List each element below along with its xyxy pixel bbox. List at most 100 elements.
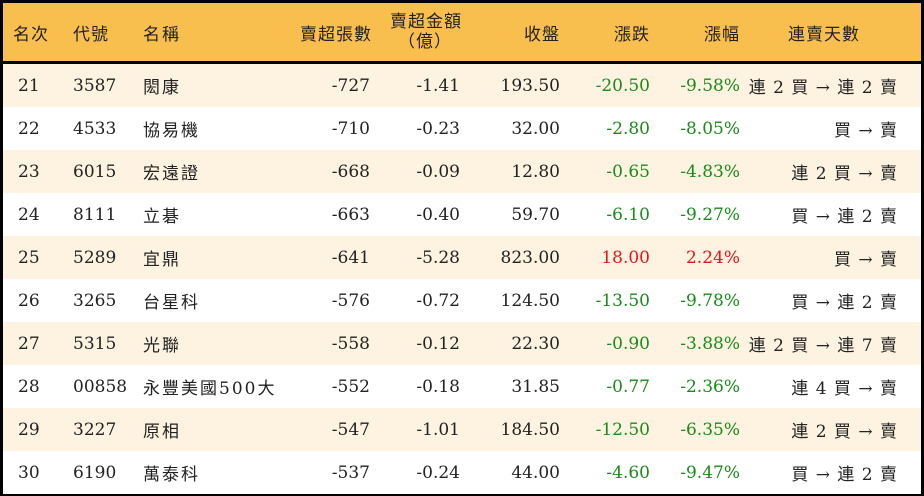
- cell-sell-streak: 連 2 買 → 賣: [791, 422, 898, 442]
- cell-name: 協易機: [143, 121, 200, 141]
- cell-sell-streak: 買 → 賣: [833, 121, 898, 141]
- cell-net-sell-amount: -0.12: [416, 333, 460, 354]
- header-name[interactable]: 名稱: [143, 24, 181, 45]
- header-sell-streak[interactable]: 連賣天數: [788, 24, 860, 45]
- cell-code: 00858: [73, 376, 128, 397]
- cell-change: -12.50: [595, 419, 650, 440]
- header-code[interactable]: 代號: [73, 24, 109, 45]
- cell-code: 5289: [73, 247, 117, 268]
- cell-rank: 30: [18, 462, 40, 483]
- cell-net-sell-amount: -0.09: [416, 161, 460, 182]
- cell-name: 立碁: [143, 207, 181, 227]
- cell-code: 3227: [73, 419, 117, 440]
- cell-name: 宏遠證: [143, 164, 200, 184]
- cell-change-pct: -6.35%: [680, 419, 740, 440]
- cell-close: 184.50: [500, 419, 560, 440]
- table-row[interactable]: 26 3265 台星科 -576 -0.72 124.50 -13.50 -9.…: [3, 279, 921, 322]
- cell-change: -20.50: [595, 75, 650, 96]
- cell-change-pct: -9.27%: [680, 204, 740, 225]
- cell-change-pct: -8.05%: [680, 118, 740, 139]
- table-row[interactable]: 29 3227 原相 -547 -1.01 184.50 -12.50 -6.3…: [3, 408, 921, 451]
- cell-rank: 24: [18, 204, 40, 225]
- cell-close: 44.00: [511, 462, 560, 483]
- cell-rank: 22: [18, 118, 40, 139]
- cell-close: 193.50: [500, 75, 560, 96]
- cell-sell-streak: 買 → 賣: [833, 250, 898, 270]
- cell-net-sell-volume: -576: [331, 290, 370, 311]
- cell-rank: 28: [18, 376, 40, 397]
- header-net-sell-amount-line1: 賣超金額: [390, 12, 462, 32]
- table-body: 21 3587 閎康 -727 -1.41 193.50 -20.50 -9.5…: [3, 64, 921, 494]
- table-header: 名次 代號 名稱 賣超張數 賣超金額 （億） 收盤 漲跌 漲幅 連賣天數: [3, 3, 921, 64]
- cell-sell-streak: 連 2 買 → 連 2 賣: [748, 78, 898, 98]
- cell-close: 124.50: [500, 290, 560, 311]
- table-row[interactable]: 27 5315 光聯 -558 -0.12 22.30 -0.90 -3.88%…: [3, 322, 921, 365]
- cell-close: 59.70: [511, 204, 560, 225]
- cell-rank: 23: [18, 161, 40, 182]
- table-row[interactable]: 23 6015 宏遠證 -668 -0.09 12.80 -0.65 -4.83…: [3, 150, 921, 193]
- table-row[interactable]: 22 4533 協易機 -710 -0.23 32.00 -2.80 -8.05…: [3, 107, 921, 150]
- header-change-pct[interactable]: 漲幅: [704, 24, 740, 45]
- cell-rank: 25: [18, 247, 40, 268]
- cell-net-sell-amount: -0.72: [416, 290, 460, 311]
- cell-close: 12.80: [511, 161, 560, 182]
- cell-net-sell-volume: -537: [331, 462, 370, 483]
- cell-change: -0.77: [606, 376, 650, 397]
- cell-name: 閎康: [143, 78, 181, 98]
- cell-sell-streak: 連 2 買 → 連 7 賣: [748, 336, 898, 356]
- cell-rank: 26: [18, 290, 40, 311]
- cell-code: 4533: [73, 118, 117, 139]
- cell-change-pct: -2.36%: [680, 376, 740, 397]
- cell-close: 31.85: [511, 376, 560, 397]
- cell-net-sell-amount: -0.18: [416, 376, 460, 397]
- cell-name: 台星科: [143, 293, 200, 313]
- cell-change: 18.00: [601, 247, 650, 268]
- cell-sell-streak: 買 → 連 2 賣: [791, 293, 898, 313]
- table-row[interactable]: 21 3587 閎康 -727 -1.41 193.50 -20.50 -9.5…: [3, 64, 921, 107]
- cell-code: 6015: [73, 161, 117, 182]
- cell-rank: 21: [18, 75, 40, 96]
- cell-change-pct: -9.78%: [680, 290, 740, 311]
- table-row[interactable]: 24 8111 立碁 -663 -0.40 59.70 -6.10 -9.27%…: [3, 193, 921, 236]
- cell-net-sell-amount: -0.24: [416, 462, 460, 483]
- cell-close: 823.00: [500, 247, 560, 268]
- header-change[interactable]: 漲跌: [614, 24, 650, 45]
- cell-name: 萬泰科: [143, 465, 200, 485]
- table-row[interactable]: 30 6190 萬泰科 -537 -0.24 44.00 -4.60 -9.47…: [3, 451, 921, 494]
- cell-net-sell-volume: -663: [331, 204, 370, 225]
- header-rank[interactable]: 名次: [13, 24, 49, 45]
- header-net-sell-amount[interactable]: 賣超金額 （億）: [370, 12, 462, 52]
- cell-change: -0.65: [606, 161, 650, 182]
- cell-net-sell-amount: -0.40: [416, 204, 460, 225]
- cell-change: -4.60: [606, 462, 650, 483]
- cell-net-sell-volume: -710: [331, 118, 370, 139]
- cell-sell-streak: 買 → 連 2 賣: [791, 207, 898, 227]
- header-net-sell-amount-line2: （億）: [398, 32, 452, 52]
- cell-sell-streak: 買 → 連 2 賣: [791, 465, 898, 485]
- cell-net-sell-volume: -547: [331, 419, 370, 440]
- cell-change-pct: 2.24%: [685, 247, 740, 268]
- cell-change-pct: -3.88%: [680, 333, 740, 354]
- cell-net-sell-amount: -1.41: [416, 75, 460, 96]
- cell-change: -0.90: [606, 333, 650, 354]
- cell-net-sell-amount: -1.01: [416, 419, 460, 440]
- cell-change-pct: -4.83%: [680, 161, 740, 182]
- cell-net-sell-amount: -5.28: [416, 247, 460, 268]
- cell-code: 8111: [73, 204, 117, 225]
- cell-name: 宜鼎: [143, 250, 181, 270]
- cell-sell-streak: 連 4 買 → 賣: [791, 379, 898, 399]
- cell-net-sell-amount: -0.23: [416, 118, 460, 139]
- cell-code: 3265: [73, 290, 117, 311]
- cell-net-sell-volume: -641: [331, 247, 370, 268]
- table-row[interactable]: 25 5289 宜鼎 -641 -5.28 823.00 18.00 2.24%…: [3, 236, 921, 279]
- cell-net-sell-volume: -552: [331, 376, 370, 397]
- cell-net-sell-volume: -727: [331, 75, 370, 96]
- cell-sell-streak: 連 2 買 → 賣: [791, 164, 898, 184]
- header-close[interactable]: 收盤: [524, 24, 560, 45]
- cell-name: 原相: [143, 422, 181, 442]
- table-row[interactable]: 28 00858 永豐美國500大 -552 -0.18 31.85 -0.77…: [3, 365, 921, 408]
- net-sell-ranking-table: 名次 代號 名稱 賣超張數 賣超金額 （億） 收盤 漲跌 漲幅 連賣天數 21 …: [3, 3, 921, 494]
- cell-code: 5315: [73, 333, 117, 354]
- header-net-sell-volume[interactable]: 賣超張數: [300, 24, 372, 45]
